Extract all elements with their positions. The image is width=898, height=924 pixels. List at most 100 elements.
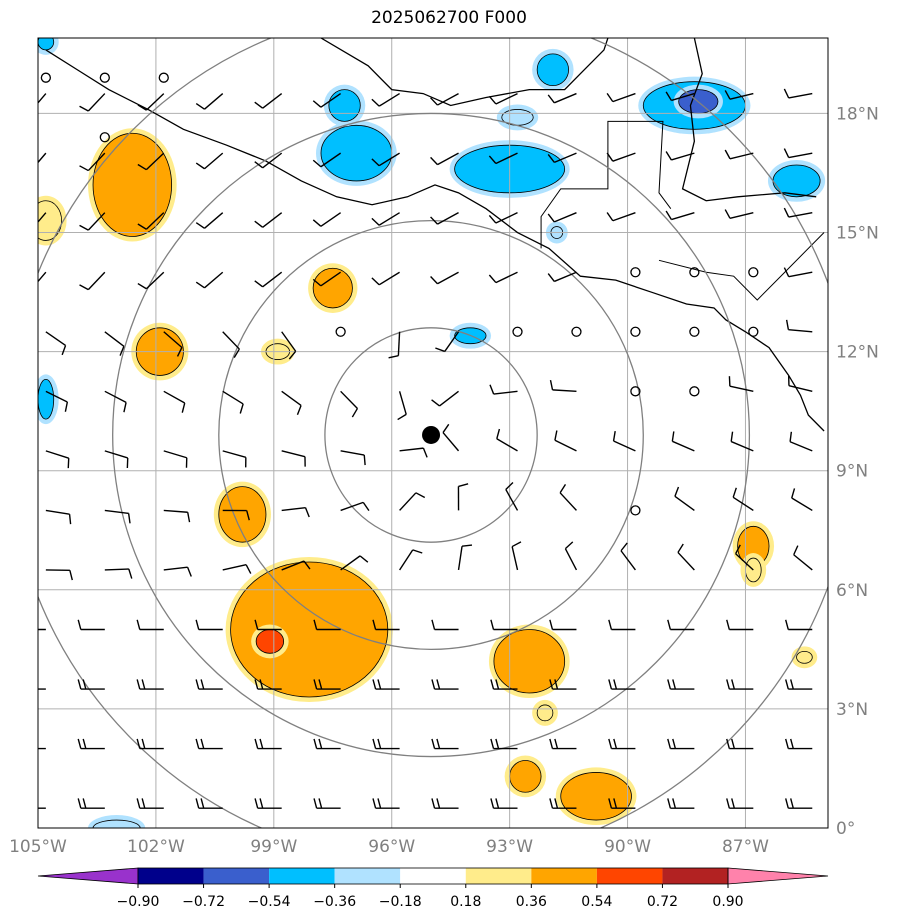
wind-barb: [79, 271, 106, 291]
lat-tick-label: 3°N: [836, 700, 868, 720]
wind-barb: [431, 619, 459, 631]
wind-barb: [313, 679, 341, 690]
gulf-coastline: [320, 38, 609, 107]
wind-barb: [665, 210, 695, 221]
colorbar-tick-label: −0.36: [313, 894, 356, 910]
wind-barb: [45, 450, 70, 469]
wind-barb: [38, 93, 47, 104]
wind-barb: [724, 90, 754, 100]
wind-barb: [254, 738, 282, 750]
wind-barb: [195, 738, 223, 750]
wind-barb: [38, 628, 46, 631]
wind-barb: [785, 619, 813, 631]
wind-barb: [667, 798, 695, 809]
calm-wind-circle: [99, 72, 110, 83]
calm-wind-circle: [40, 72, 52, 83]
wind-barb: [724, 209, 754, 219]
wind-barb: [195, 93, 224, 110]
wind-barb: [667, 738, 695, 750]
wind-barb: [104, 331, 125, 356]
wind-barb: [726, 619, 754, 631]
wind-barb: [38, 271, 47, 283]
wind-barb: [674, 486, 695, 511]
anomaly-contour: [218, 486, 267, 543]
anomaly-contour: [493, 629, 566, 694]
anomaly-contour: [92, 132, 173, 237]
wind-barb: [372, 798, 400, 809]
map-title: 2025062700 F000: [371, 8, 527, 28]
lon-tick-label: 93°W: [486, 837, 533, 857]
anomaly-contour: [255, 629, 285, 654]
anomaly-contour: [312, 267, 353, 309]
wind-barb: [783, 88, 813, 99]
wind-barb: [38, 747, 46, 750]
wind-barb: [77, 798, 105, 809]
wind-barb: [554, 430, 577, 452]
wind-barb: [77, 679, 105, 690]
wind-barb: [785, 319, 813, 333]
wind-barb: [254, 798, 282, 809]
wind-barb: [38, 688, 46, 690]
wind-barb: [547, 152, 577, 163]
wind-barb: [79, 212, 106, 231]
wind-barb: [787, 375, 813, 392]
lon-tick-label: 105°W: [9, 837, 67, 857]
wind-barb: [340, 555, 369, 571]
wind-barb: [104, 450, 129, 468]
wind-barb: [163, 390, 186, 413]
wind-barb: [254, 212, 283, 228]
anomaly-contour: [560, 772, 632, 821]
wind-barb: [222, 390, 244, 414]
wind-barb: [488, 271, 518, 284]
wind-barb: [371, 212, 400, 226]
wind-barb: [606, 92, 636, 103]
wind-barb: [785, 738, 813, 750]
lon-tick-label: 102°W: [127, 837, 185, 857]
wind-barb: [789, 431, 813, 452]
wind-barb: [724, 149, 754, 160]
wind-barb: [397, 391, 407, 421]
wind-barb: [496, 428, 518, 452]
wind-barb: [254, 271, 283, 288]
wind-barb: [726, 798, 754, 809]
wind-barb: [665, 91, 695, 102]
wind-barb: [488, 92, 518, 105]
calm-wind-circle: [748, 267, 759, 278]
wind-barb: [490, 738, 518, 750]
wind-barb: [163, 566, 192, 577]
wind-barb: [163, 331, 183, 357]
anomaly-contour: [796, 650, 813, 664]
calm-wind-circle: [630, 505, 641, 516]
anomaly-contour: [38, 379, 55, 420]
country-border: [658, 232, 825, 301]
wind-barb: [313, 738, 341, 750]
calm-wind-circle: [99, 132, 110, 143]
wind-barb: [222, 509, 250, 521]
wind-barb: [457, 544, 473, 571]
wind-barb: [549, 379, 577, 393]
anomaly-contour: [536, 53, 569, 87]
wind-barb: [388, 331, 401, 359]
wind-barb: [281, 390, 302, 416]
axis-tick-labels: 105°W 102°W 99°W 96°W 93°W 90°W 87°W 0° 3°N 6°N 9°…: [9, 104, 879, 857]
wind-barb: [222, 450, 247, 468]
wind-barb: [606, 212, 636, 222]
wind-barb: [430, 212, 459, 225]
wind-barb: [79, 93, 106, 112]
wind-barb: [195, 212, 224, 229]
wind-barb: [312, 271, 342, 287]
wind-barb: [785, 798, 813, 809]
anomaly-contour: [536, 704, 554, 722]
wind-barb: [564, 541, 578, 571]
wind-barb: [431, 798, 459, 809]
wind-barb: [489, 384, 518, 395]
storm-center-marker: [422, 425, 441, 444]
wind-barb: [312, 93, 342, 108]
calm-wind-circle: [748, 326, 759, 337]
wind-barb: [490, 679, 518, 690]
wind-barb: [791, 488, 813, 512]
range-ring: [112, 112, 751, 758]
colorbar-tick-label: −0.54: [248, 894, 291, 910]
wind-barb: [547, 92, 577, 104]
wind-barb: [431, 679, 459, 690]
